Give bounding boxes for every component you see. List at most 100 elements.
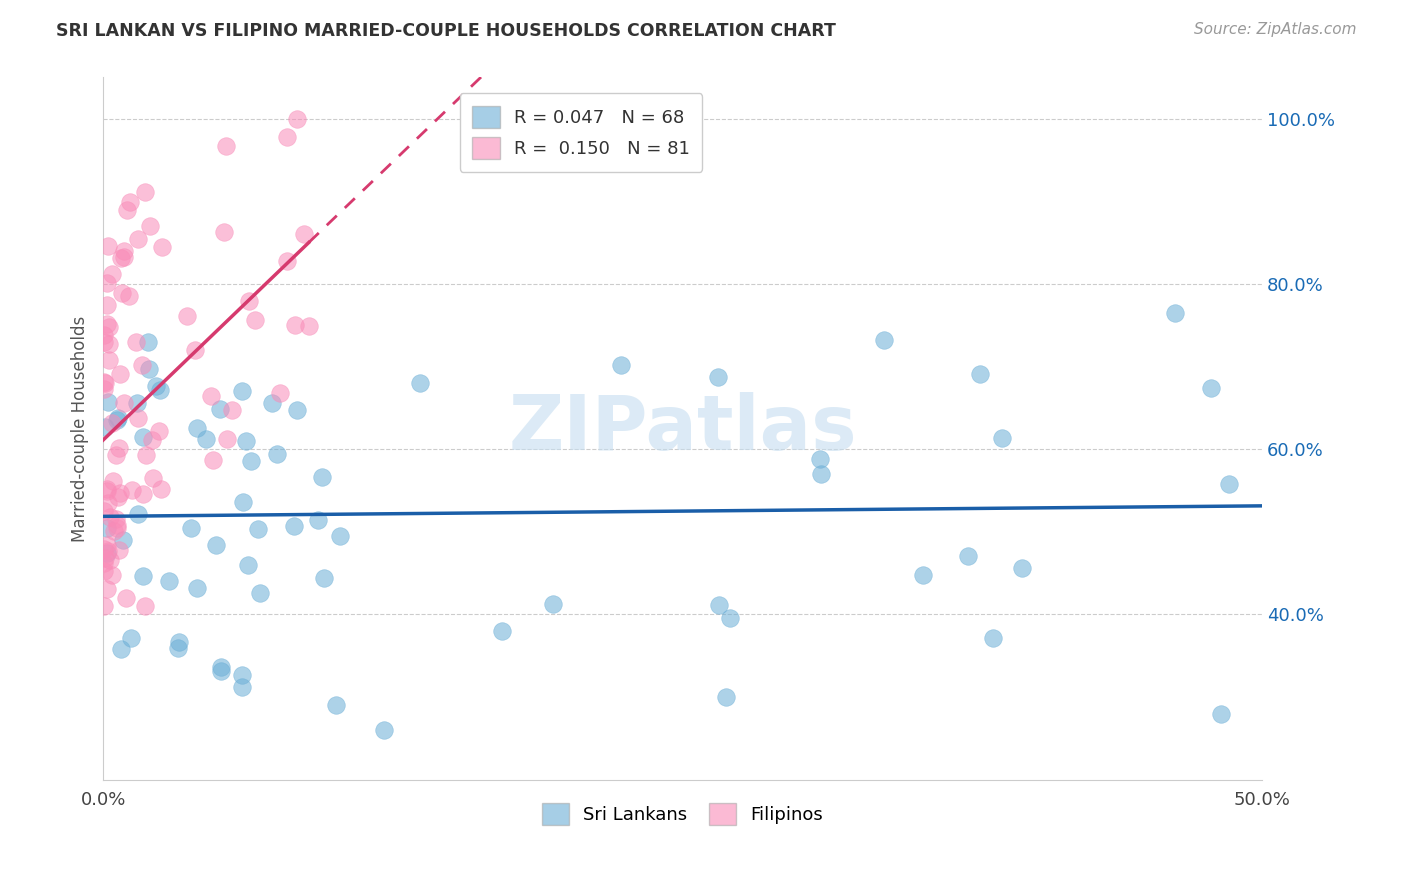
Point xyxy=(105,521,128,535)
Point xyxy=(285,403,308,417)
Point xyxy=(1199,381,1222,395)
Point xyxy=(96,482,118,496)
Point xyxy=(97,496,120,510)
Point xyxy=(956,549,979,563)
Point xyxy=(373,723,395,737)
Point xyxy=(205,538,228,552)
Point xyxy=(111,285,134,300)
Point xyxy=(284,318,307,332)
Point xyxy=(121,483,143,497)
Point xyxy=(105,517,128,532)
Point xyxy=(231,680,253,694)
Point xyxy=(125,396,148,410)
Point xyxy=(96,317,118,331)
Point xyxy=(110,641,132,656)
Point xyxy=(610,358,633,372)
Point xyxy=(127,507,149,521)
Point xyxy=(93,599,115,614)
Point xyxy=(108,542,131,557)
Point xyxy=(238,293,260,308)
Legend: Sri Lankans, Filipinos: Sri Lankans, Filipinos xyxy=(533,794,832,834)
Point xyxy=(96,546,118,560)
Point xyxy=(329,529,352,543)
Point xyxy=(1164,306,1187,320)
Point xyxy=(262,396,284,410)
Point xyxy=(134,599,156,614)
Point xyxy=(93,376,115,390)
Point xyxy=(93,382,115,396)
Point xyxy=(93,376,115,391)
Point xyxy=(276,254,298,268)
Point xyxy=(98,553,121,567)
Point xyxy=(96,538,118,552)
Point xyxy=(93,504,115,518)
Point xyxy=(215,432,238,446)
Point xyxy=(125,334,148,349)
Point xyxy=(314,571,336,585)
Point xyxy=(709,599,731,613)
Point xyxy=(93,335,115,350)
Point xyxy=(214,225,236,239)
Point xyxy=(235,434,257,448)
Point xyxy=(93,542,115,557)
Point xyxy=(716,690,738,704)
Point xyxy=(96,277,118,291)
Point xyxy=(243,312,266,326)
Point xyxy=(96,582,118,596)
Point xyxy=(157,574,180,588)
Point xyxy=(145,379,167,393)
Point xyxy=(97,395,120,409)
Point xyxy=(120,194,142,209)
Point xyxy=(142,470,165,484)
Point xyxy=(247,522,270,536)
Point xyxy=(808,452,831,467)
Point xyxy=(209,659,232,673)
Point xyxy=(150,240,173,254)
Point xyxy=(307,513,329,527)
Text: ZIPatlas: ZIPatlas xyxy=(508,392,856,466)
Point xyxy=(94,551,117,566)
Point xyxy=(149,383,172,397)
Point xyxy=(112,396,135,410)
Point xyxy=(107,411,129,425)
Point xyxy=(96,484,118,499)
Point xyxy=(132,568,155,582)
Point xyxy=(96,521,118,535)
Point xyxy=(97,544,120,558)
Point xyxy=(132,486,155,500)
Point xyxy=(541,598,564,612)
Point xyxy=(298,319,321,334)
Point xyxy=(105,512,128,526)
Point xyxy=(105,448,128,462)
Point xyxy=(718,610,741,624)
Point xyxy=(706,369,728,384)
Point xyxy=(491,624,513,639)
Point xyxy=(135,448,157,462)
Point xyxy=(285,112,308,126)
Point xyxy=(108,368,131,382)
Point xyxy=(98,337,121,351)
Point xyxy=(136,334,159,349)
Point xyxy=(186,421,208,435)
Point xyxy=(215,138,238,153)
Point xyxy=(93,564,115,578)
Point xyxy=(139,219,162,234)
Point xyxy=(127,232,149,246)
Point xyxy=(94,420,117,434)
Point xyxy=(240,453,263,467)
Point xyxy=(141,434,163,448)
Point xyxy=(990,431,1012,445)
Point xyxy=(283,519,305,533)
Point xyxy=(107,490,129,504)
Point xyxy=(236,558,259,573)
Point xyxy=(231,384,253,399)
Point xyxy=(97,352,120,367)
Point xyxy=(1011,561,1033,575)
Point xyxy=(110,486,132,500)
Point xyxy=(112,244,135,258)
Point xyxy=(325,698,347,713)
Point xyxy=(266,446,288,460)
Point xyxy=(98,510,121,524)
Point xyxy=(200,389,222,403)
Point xyxy=(232,494,254,508)
